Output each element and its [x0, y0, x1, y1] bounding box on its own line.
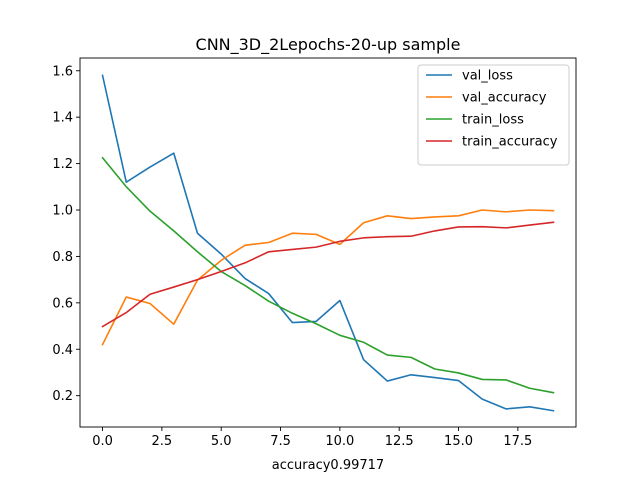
- legend-label-train-accuracy: train_accuracy: [462, 135, 558, 150]
- series-line-train-loss: [101, 156, 555, 394]
- series-line-val-accuracy: [101, 209, 555, 346]
- x-tick-label: 10.0: [325, 434, 354, 449]
- y-tick-label: 0.6: [52, 296, 73, 311]
- y-tick-label: 0.2: [52, 389, 73, 404]
- x-tick-label: 15.0: [444, 434, 473, 449]
- legend-box: [417, 64, 570, 166]
- x-tick-label: 12.5: [385, 434, 414, 449]
- legend-label-train-loss: train_loss: [462, 113, 524, 128]
- y-tick-label: 1.2: [52, 157, 73, 172]
- x-tick-label: 7.5: [270, 434, 291, 449]
- legend-label-val-loss: val_loss: [462, 69, 513, 84]
- x-tick-label: 17.5: [503, 434, 532, 449]
- axes-frame: [79, 57, 577, 428]
- legend-label-val-accuracy: val_accuracy: [462, 91, 547, 106]
- x-tick-label: 0.0: [92, 434, 113, 449]
- plot-area: 0.0 2.5 5.0 7.5 10.0 12.5 15.0 17.5 0.2 0.4 0.6 0.8…: [52, 57, 577, 449]
- y-tick-label: 1.6: [52, 64, 73, 79]
- legend: val_loss val_accuracy train_loss train_accu…: [417, 64, 570, 166]
- y-tick-label: 0.4: [52, 343, 73, 358]
- series-line-train-accuracy: [101, 221, 555, 328]
- series-line-val-loss: [101, 74, 555, 412]
- x-axis-label: accuracy0.99717: [272, 458, 384, 473]
- y-tick-label: 1.4: [52, 111, 73, 126]
- y-tick-label: 0.8: [52, 250, 73, 265]
- x-tick-label: 5.0: [211, 434, 232, 449]
- x-tick-label: 2.5: [152, 434, 173, 449]
- chart-title: CNN_3D_2Lepochs-20-up sample: [196, 35, 461, 55]
- y-tick-label: 1.0: [52, 204, 73, 219]
